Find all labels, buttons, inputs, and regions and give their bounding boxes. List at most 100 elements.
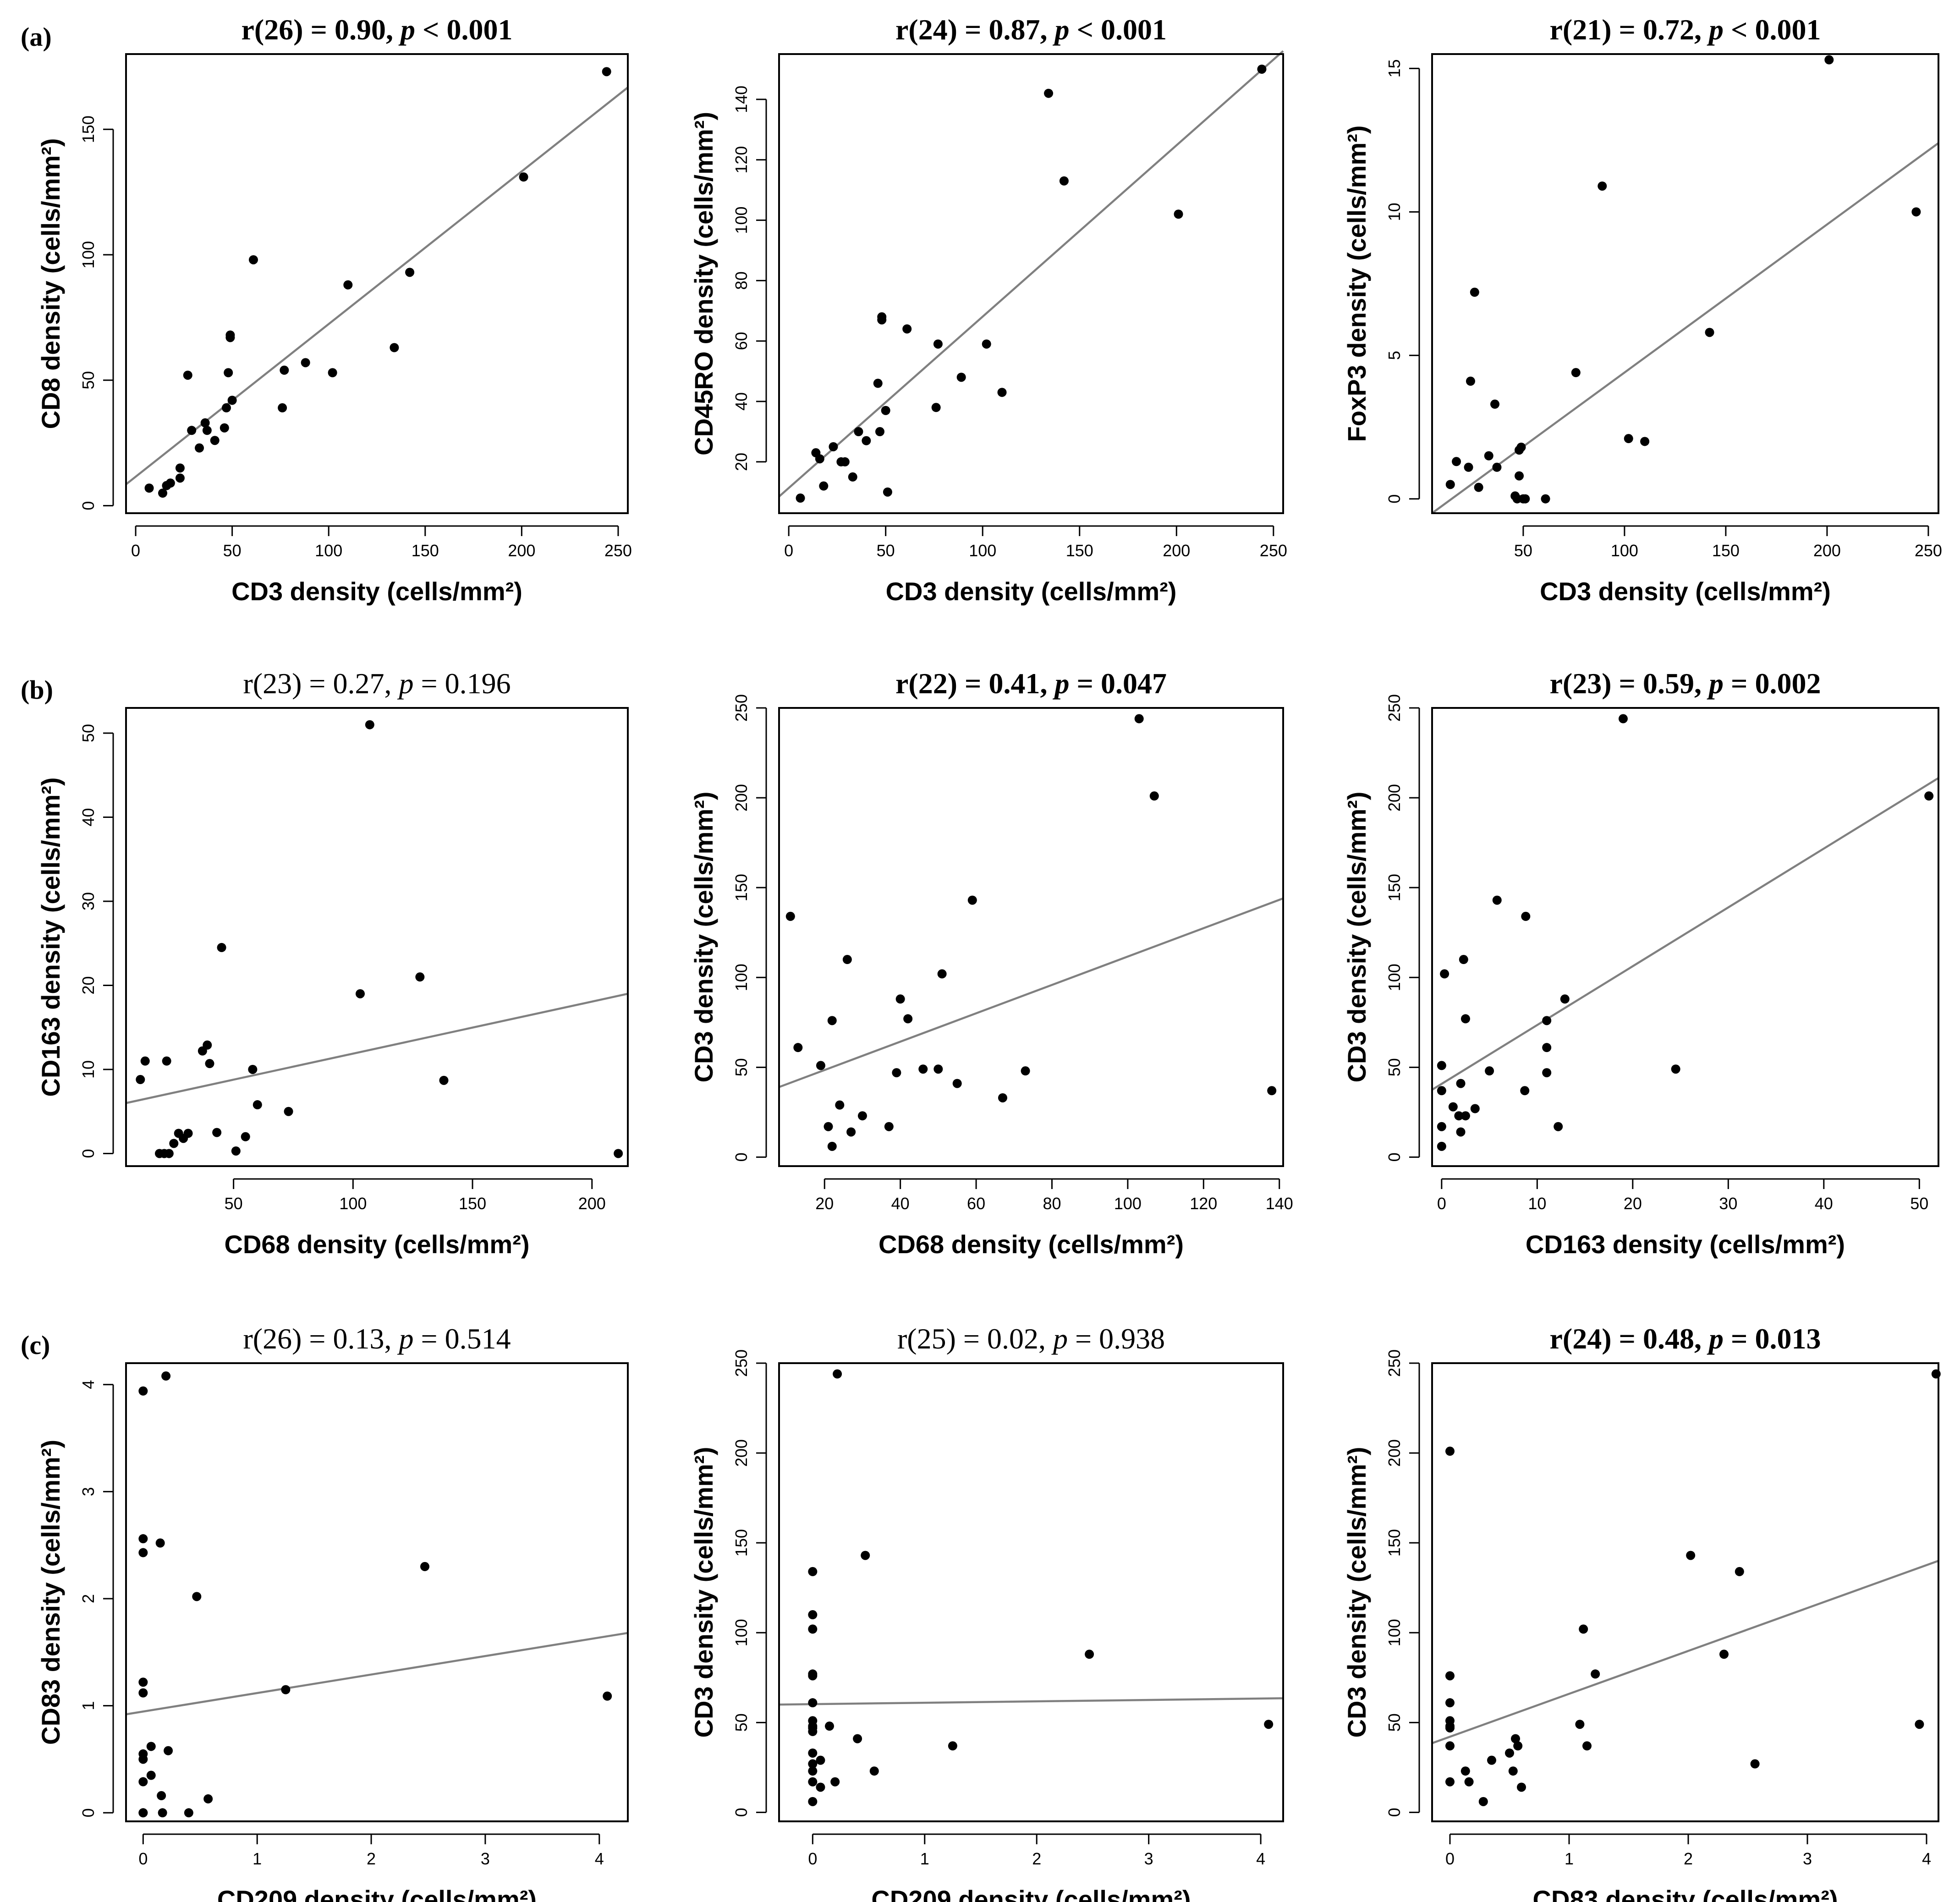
data-point [1719,1650,1729,1659]
y-tick-label: 0 [732,1808,751,1817]
data-point [1464,462,1473,472]
y-tick-label: 150 [1385,874,1404,901]
y-tick-label: 120 [732,146,751,174]
x-tick-label: 1 [253,1849,262,1868]
x-tick-label: 200 [508,541,535,560]
data-point [853,1734,862,1743]
plot-title-part: < 0.001 [1724,13,1821,46]
x-tick-label: 50 [225,1194,243,1213]
scatter-panel-2: r(24) = 0.87, p < 0.001 0 50 100 150 200 250 20… [689,13,1287,606]
data-point [952,1079,962,1088]
y-tick-label: 0 [1385,1152,1404,1162]
plot-title-part: = 0.002 [1724,667,1821,700]
data-point [603,1691,612,1701]
y-tick-label: 150 [1385,1529,1404,1557]
y-tick-label: 15 [1385,59,1404,77]
data-point [1560,994,1570,1004]
y-tick-label: 60 [732,332,751,350]
data-point [284,1107,293,1116]
plot-title-part: = 0.047 [1070,667,1167,700]
data-point [1911,207,1921,217]
x-tick-label: 0 [808,1849,817,1868]
data-point [1134,714,1144,724]
x-tick-label: 2 [367,1849,376,1868]
x-axis-label: CD3 density (cells/mm²) [886,577,1177,606]
data-point [1085,1650,1094,1659]
y-tick-label: 0 [79,1808,98,1817]
data-point [998,1093,1007,1102]
data-point [1671,1064,1680,1074]
data-point [439,1075,449,1085]
plot-frame [1431,1362,1939,1822]
data-point [420,1562,430,1571]
data-point [1470,287,1479,297]
y-tick-label: 200 [1385,784,1404,811]
data-point [175,463,185,473]
data-point [1541,494,1550,504]
y-tick-label: 50 [79,724,98,742]
data-point [144,483,154,493]
data-point [1490,400,1500,409]
y-tick-label: 0 [79,501,98,510]
data-point [835,1100,845,1110]
data-point [138,1754,148,1764]
data-point [956,373,966,382]
data-point [202,426,212,435]
data-point [138,1808,148,1818]
data-point [948,1741,957,1751]
data-point [1485,1066,1494,1076]
data-point [248,1064,258,1074]
data-point [816,1782,825,1792]
x-axis-label: CD209 density (cells/mm²) [217,1885,537,1902]
x-tick-label: 60 [967,1194,985,1213]
data-point [1174,209,1183,219]
y-axis-label: CD3 density (cells/mm²) [689,792,718,1083]
x-tick-label: 40 [1815,1194,1833,1213]
x-tick-label: 200 [578,1194,606,1213]
x-tick-label: 10 [1528,1194,1546,1213]
y-tick-label: 30 [79,892,98,910]
x-tick-label: 20 [815,1194,834,1213]
data-point [1487,1755,1496,1765]
data-point [1445,1741,1455,1751]
data-point [902,324,912,334]
data-point [808,1624,818,1634]
data-point [162,1056,171,1066]
data-point [808,1797,818,1806]
x-tick-label: 3 [481,1849,490,1868]
y-tick-label: 200 [732,784,751,811]
data-point [1149,791,1159,801]
data-point [1517,1782,1526,1792]
data-point [808,1748,818,1758]
data-point [997,388,1007,397]
data-point [1705,328,1714,337]
data-point [1598,181,1607,191]
data-point [195,443,204,453]
plot-title-part: p [1707,667,1724,700]
y-tick-label: 0 [1385,494,1404,504]
x-tick-label: 100 [315,541,342,560]
plot-frame [1431,53,1939,514]
data-point [1454,1111,1464,1121]
y-tick-label: 20 [79,976,98,994]
data-point [815,454,824,464]
data-point [808,1759,818,1769]
plot-title-part: r(21) = 0.72, [1550,13,1709,46]
scatter-panel-8: r(25) = 0.02, p = 0.938 0 1 2 3 4 0 50 100 150 200… [689,1322,1284,1902]
data-point [875,427,884,437]
data-point [164,1149,174,1158]
data-point [1474,482,1483,492]
data-point [138,1548,148,1557]
data-point [184,1808,193,1818]
data-point [1445,1447,1455,1456]
scatter-panel-5: r(22) = 0.41, p = 0.047 20 40 60 80 100 120 140… [689,667,1293,1259]
data-point [1542,1068,1552,1078]
data-point [192,1592,202,1601]
data-point [212,1128,222,1137]
data-point [1456,1079,1466,1088]
y-axis-label: CD8 density (cells/mm²) [36,138,65,429]
data-point [842,955,852,965]
data-point [1445,1671,1455,1681]
data-point [857,1111,867,1121]
data-point [1264,1720,1274,1729]
